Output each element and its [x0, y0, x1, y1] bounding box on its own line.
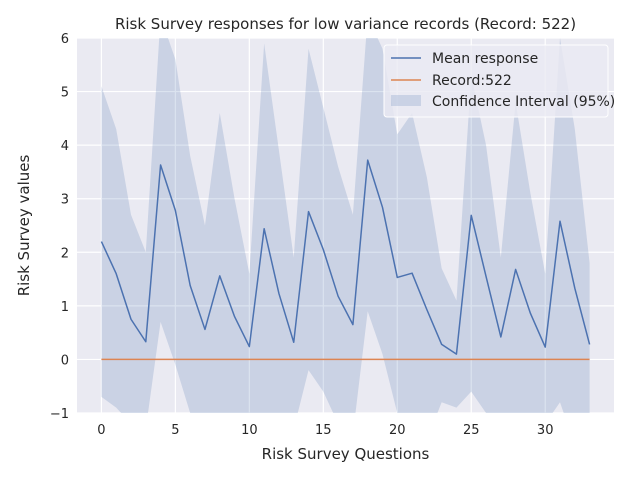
chart-title: Risk Survey responses for low variance r… — [115, 15, 576, 33]
legend-record-label: Record:522 — [432, 73, 512, 89]
x-tick-label-20: 20 — [389, 423, 406, 438]
x-tick-label-15: 15 — [315, 423, 332, 438]
x-tick-label-10: 10 — [241, 423, 258, 438]
x-tick-labels: 0 5 10 15 20 25 30 — [97, 423, 553, 438]
y-tick-label-4: 4 — [61, 139, 69, 154]
series-layer — [100, 159, 591, 361]
y-tick-label-1: 1 — [61, 300, 69, 315]
y-tick-label-0: 0 — [61, 353, 69, 368]
y-tick-label--1: −1 — [50, 407, 69, 422]
series-line-mean-response — [100, 159, 591, 355]
x-tick-label-30: 30 — [537, 423, 554, 438]
x-tick-label-5: 5 — [171, 423, 179, 438]
legend-confidence-interval-label: Confidence Interval (95%) — [432, 94, 615, 110]
x-tick-label-25: 25 — [463, 423, 480, 438]
y-tick-label-5: 5 — [61, 86, 69, 101]
legend-mean-response-label: Mean response — [432, 51, 538, 67]
y-tick-label-2: 2 — [61, 246, 69, 261]
y-tick-labels: −1 0 1 2 3 4 5 6 — [50, 32, 69, 422]
legend: Mean response Record:522 Confidence Inte… — [383, 44, 615, 118]
confidence-interval-layer — [101, 38, 590, 413]
y-axis-label: Risk Survey values — [15, 155, 33, 297]
legend-box — [383, 44, 609, 118]
x-axis-label: Risk Survey Questions — [262, 445, 430, 463]
y-tick-label-6: 6 — [61, 32, 69, 47]
y-tick-label-3: 3 — [61, 193, 69, 208]
legend-confidence-interval-swatch — [391, 95, 421, 106]
confidence-interval-band — [101, 38, 590, 413]
x-tick-label-0: 0 — [97, 423, 105, 438]
